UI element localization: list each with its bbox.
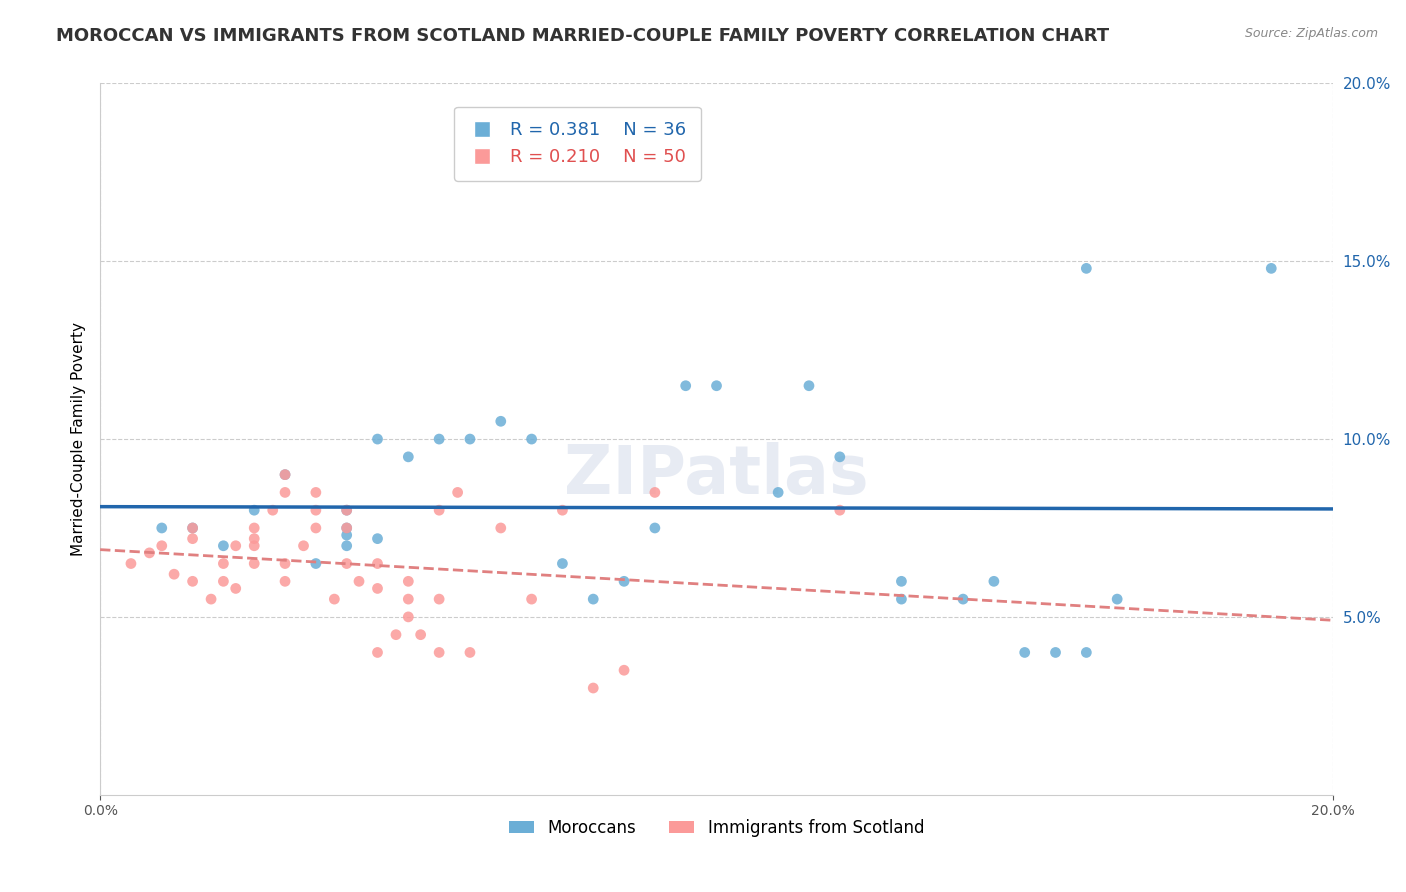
Point — [1260, 261, 1282, 276]
Point — [225, 539, 247, 553]
Point — [243, 557, 266, 571]
Point — [366, 557, 388, 571]
Point — [336, 528, 359, 542]
Point — [1107, 592, 1129, 607]
Point — [323, 592, 346, 607]
Legend: Moroccans, Immigrants from Scotland: Moroccans, Immigrants from Scotland — [502, 812, 931, 843]
Point — [200, 592, 222, 607]
Point — [138, 546, 160, 560]
Point — [427, 503, 450, 517]
Point — [305, 485, 328, 500]
Y-axis label: Married-Couple Family Poverty: Married-Couple Family Poverty — [72, 322, 86, 556]
Point — [828, 450, 851, 464]
Point — [890, 592, 912, 607]
Point — [582, 592, 605, 607]
Point — [347, 574, 370, 589]
Point — [520, 432, 543, 446]
Text: ZIPatlas: ZIPatlas — [564, 442, 869, 508]
Point — [274, 485, 297, 500]
Point — [336, 539, 359, 553]
Point — [766, 485, 789, 500]
Point — [366, 582, 388, 596]
Point — [163, 567, 186, 582]
Point — [983, 574, 1005, 589]
Point — [336, 503, 359, 517]
Point — [458, 432, 481, 446]
Point — [305, 521, 328, 535]
Point — [292, 539, 315, 553]
Point — [181, 521, 204, 535]
Point — [305, 503, 328, 517]
Point — [181, 521, 204, 535]
Point — [212, 557, 235, 571]
Point — [952, 592, 974, 607]
Point — [582, 681, 605, 695]
Text: Source: ZipAtlas.com: Source: ZipAtlas.com — [1244, 27, 1378, 40]
Point — [613, 663, 636, 677]
Point — [675, 378, 697, 392]
Point — [1076, 261, 1098, 276]
Point — [366, 645, 388, 659]
Point — [262, 503, 284, 517]
Point — [274, 467, 297, 482]
Point — [427, 645, 450, 659]
Point — [150, 539, 173, 553]
Point — [396, 610, 419, 624]
Point — [828, 503, 851, 517]
Point — [212, 574, 235, 589]
Point — [520, 592, 543, 607]
Point — [890, 574, 912, 589]
Point — [1045, 645, 1067, 659]
Point — [336, 503, 359, 517]
Point — [336, 521, 359, 535]
Point — [427, 592, 450, 607]
Text: MOROCCAN VS IMMIGRANTS FROM SCOTLAND MARRIED-COUPLE FAMILY POVERTY CORRELATION C: MOROCCAN VS IMMIGRANTS FROM SCOTLAND MAR… — [56, 27, 1109, 45]
Point — [225, 582, 247, 596]
Point — [150, 521, 173, 535]
Point — [385, 628, 408, 642]
Point — [706, 378, 728, 392]
Point — [366, 432, 388, 446]
Point — [336, 557, 359, 571]
Point — [409, 628, 432, 642]
Point — [274, 557, 297, 571]
Point — [797, 378, 820, 392]
Point — [551, 557, 574, 571]
Point — [120, 557, 142, 571]
Point — [489, 521, 512, 535]
Point — [274, 574, 297, 589]
Point — [551, 503, 574, 517]
Point — [1076, 645, 1098, 659]
Point — [1014, 645, 1036, 659]
Point — [644, 521, 666, 535]
Point — [305, 557, 328, 571]
Point — [243, 539, 266, 553]
Point — [212, 539, 235, 553]
Point — [644, 485, 666, 500]
Point — [458, 645, 481, 659]
Point — [336, 521, 359, 535]
Point — [243, 532, 266, 546]
Point — [427, 432, 450, 446]
Point — [396, 450, 419, 464]
Point — [396, 574, 419, 589]
Point — [396, 592, 419, 607]
Point — [366, 532, 388, 546]
Point — [181, 574, 204, 589]
Point — [489, 414, 512, 428]
Point — [274, 467, 297, 482]
Point — [446, 485, 468, 500]
Point — [243, 503, 266, 517]
Point — [181, 532, 204, 546]
Point — [613, 574, 636, 589]
Point — [243, 521, 266, 535]
